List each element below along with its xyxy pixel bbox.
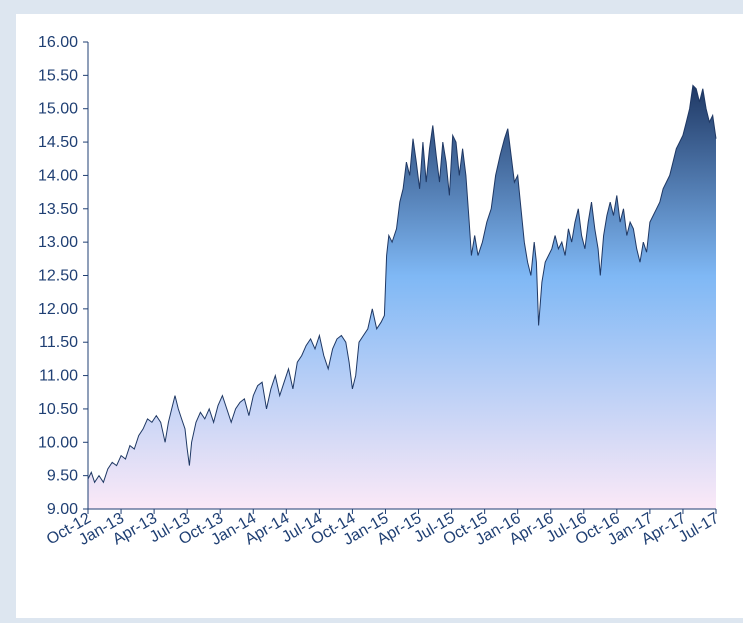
area-layer bbox=[87, 84, 717, 510]
y-tick-label: 10.00 bbox=[38, 434, 78, 451]
y-tick-label: 9.50 bbox=[47, 468, 78, 485]
y-axis-ticks: 9.00 9.50 10.00 10.50 11.00 11.50 12.00 12.50 13… bbox=[38, 34, 88, 518]
y-tick-label: 15.50 bbox=[38, 67, 78, 84]
area-chart: 9.00 9.50 10.00 10.50 11.00 11.50 12.00 12.50 13… bbox=[38, 34, 722, 549]
y-tick-label: 9.00 bbox=[47, 501, 78, 518]
y-tick-label: 13.50 bbox=[38, 201, 78, 218]
y-tick-label: 15.00 bbox=[38, 101, 78, 118]
y-tick-label: 11.00 bbox=[39, 368, 78, 385]
x-axis-ticks: Oct-12Jan-13Apr-13Jul-13Oct-13Jan-14Apr-… bbox=[44, 509, 722, 549]
y-tick-label: 10.50 bbox=[38, 401, 78, 418]
y-tick-label: 14.50 bbox=[38, 134, 78, 151]
y-tick-label: 11.50 bbox=[39, 334, 78, 351]
chart-panel: 9.00 9.50 10.00 10.50 11.00 11.50 12.00 12.50 13… bbox=[16, 14, 743, 618]
y-tick-label: 12.50 bbox=[38, 268, 78, 285]
area-fill bbox=[88, 85, 716, 510]
y-tick-label: 12.00 bbox=[38, 301, 78, 318]
y-tick-label: 16.00 bbox=[38, 34, 78, 51]
series-line bbox=[87, 84, 717, 484]
y-tick-label: 13.00 bbox=[38, 234, 78, 251]
y-tick-label: 14.00 bbox=[38, 167, 78, 184]
